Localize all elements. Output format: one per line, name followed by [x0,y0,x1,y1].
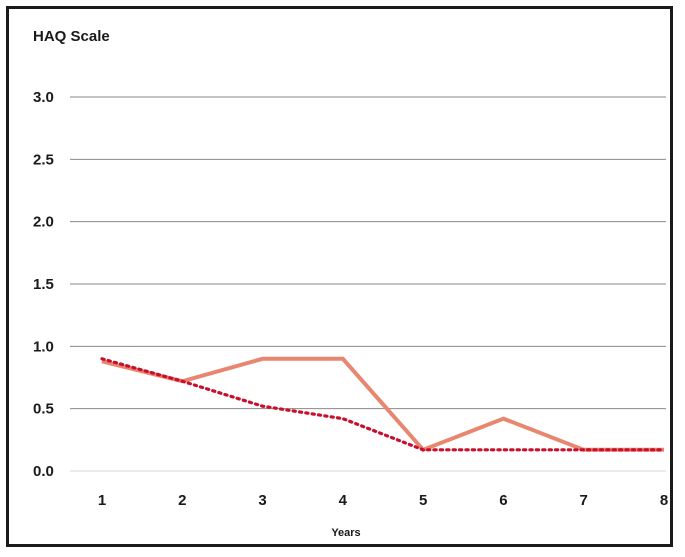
x-tick-label: 3 [258,492,266,509]
y-tick-label: 1.5 [33,276,54,293]
y-tick-label: 0.0 [33,463,54,480]
x-axis-ticks: 1 2 3 4 5 6 7 8 [98,492,668,509]
chart-frame [6,6,673,547]
x-tick-label: 6 [499,492,507,509]
x-tick-label: 8 [660,492,668,509]
x-tick-label: 1 [98,492,106,509]
y-axis-ticks: 0.0 0.5 1.0 1.5 2.0 2.5 3.0 [33,89,54,480]
y-tick-label: 3.0 [33,89,54,106]
x-tick-label: 2 [178,492,186,509]
y-tick-label: 2.0 [33,214,54,231]
series-line-1 [101,356,664,453]
x-tick-label: 5 [419,492,427,509]
x-tick-label: 7 [580,492,588,509]
x-axis-label: Years [331,527,360,539]
series-lines [100,356,666,453]
gridlines [70,96,666,472]
y-tick-label: 0.5 [33,401,54,418]
chart-title: HAQ Scale [33,28,110,45]
x-tick-label: 4 [339,492,348,509]
y-tick-label: 2.5 [33,151,54,168]
series-line-2 [100,357,666,452]
y-tick-label: 1.0 [33,338,54,355]
